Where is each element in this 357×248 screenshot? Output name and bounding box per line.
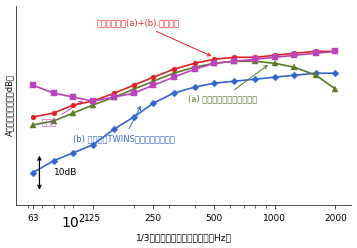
Y-axis label: A特性音圧レベル（dB）: A特性音圧レベル（dB） <box>6 74 15 136</box>
Text: 10dB: 10dB <box>54 168 77 177</box>
X-axis label: 1/3オクターブバンド周波数（Hz）: 1/3オクターブバンド周波数（Hz） <box>136 233 232 243</box>
Text: 車両下部音（(a)+(b).推定値）: 車両下部音（(a)+(b).推定値） <box>96 18 211 56</box>
Text: (b) 転動音（TWINS法による推定値）: (b) 転動音（TWINS法による推定値） <box>73 106 175 143</box>
Text: 実測値: 実測値 <box>42 101 82 127</box>
Text: (a) 台車部空力音（推定値）: (a) 台車部空力音（推定値） <box>188 65 267 103</box>
